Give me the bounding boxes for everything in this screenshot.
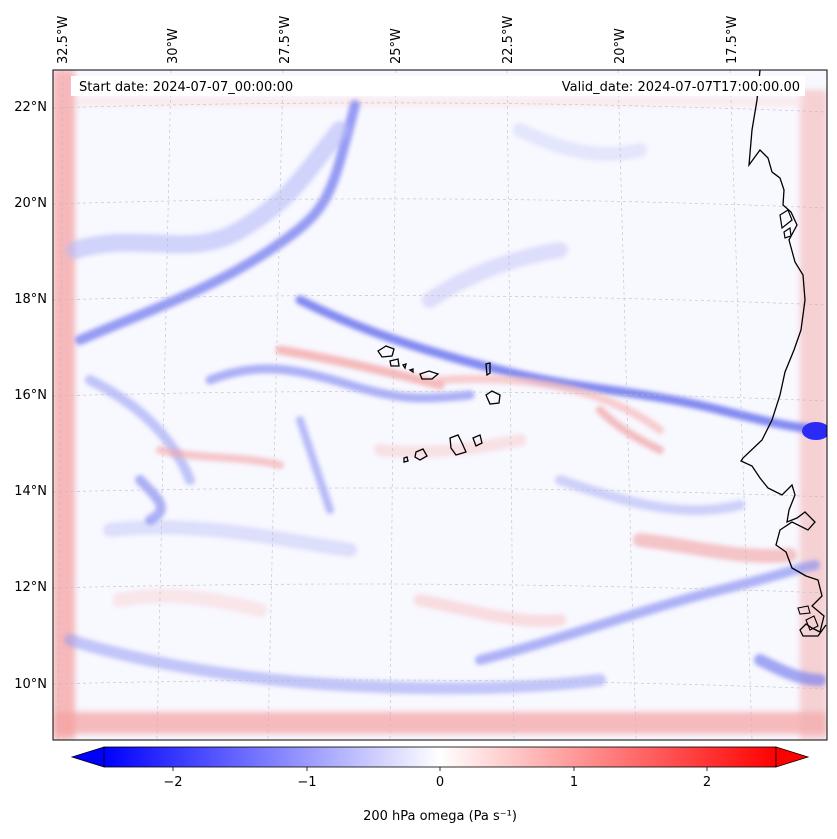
- colorbar-title: 200 hPa omega (Pa s⁻¹): [363, 809, 517, 824]
- colorbar-tick-label: −2: [163, 775, 182, 790]
- lat-tick-label: 16°N: [14, 388, 47, 403]
- lon-tick-label: 20°W: [613, 28, 628, 64]
- header-band: [71, 76, 805, 96]
- colorbar: −2 −1 0 1 2 200 hPa omega (Pa s⁻¹): [70, 746, 810, 824]
- lon-tick-label: 25°W: [389, 28, 404, 64]
- coast-islet-bijagos-1: [797, 605, 811, 615]
- longitude-tick-labels: 32.5°W 30°W 27.5°W 25°W 22.5°W 20°W 17.5…: [56, 16, 740, 64]
- colorbar-low-extend: [70, 746, 105, 768]
- colorbar-gradient: [103, 746, 777, 768]
- colorbar-tick-label: 0: [436, 775, 444, 790]
- omega-red-bands: [113, 345, 797, 627]
- coast-islet-bijagos-2: [805, 615, 819, 631]
- lat-tick-label: 14°N: [14, 484, 47, 499]
- lat-tick-label: 12°N: [14, 580, 47, 595]
- start-date-label: Start date: 2024-07-07_00:00:00: [79, 80, 293, 95]
- latitude-tick-labels: 22°N 20°N 18°N 16°N 14°N 12°N 10°N: [14, 100, 47, 692]
- lon-tick-label: 32.5°W: [56, 16, 71, 64]
- strong-ascent-blob: [802, 422, 827, 440]
- lon-tick-label: 27.5°W: [278, 16, 293, 64]
- colorbar-tick-label: 2: [703, 775, 711, 790]
- lat-tick-label: 10°N: [14, 677, 47, 692]
- cape-verde-islands: [377, 345, 501, 463]
- boundary-red-frame: [53, 70, 827, 740]
- map-frame: [52, 69, 828, 741]
- colorbar-tick-label: 1: [570, 775, 578, 790]
- coast-islet-north-1: [779, 209, 793, 230]
- lat-tick-label: 20°N: [14, 196, 47, 211]
- lat-tick-label: 18°N: [14, 292, 47, 307]
- map-panel: Start date: 2024-07-07_00:00:00 Valid_da…: [53, 70, 827, 740]
- lon-tick-label: 17.5°W: [725, 16, 740, 64]
- lon-tick-label: 22.5°W: [501, 16, 516, 64]
- lat-tick-label: 22°N: [14, 100, 47, 115]
- coast-islet-north-2: [783, 226, 792, 239]
- colorbar-tick-label: −1: [297, 775, 316, 790]
- valid-date-label: Valid_date: 2024-07-07T17:00:00.00: [562, 80, 800, 95]
- gridlines: [53, 70, 827, 740]
- colorbar-high-extend: [775, 746, 810, 768]
- africa-coastline: [740, 70, 827, 637]
- lon-tick-label: 30°W: [166, 28, 181, 64]
